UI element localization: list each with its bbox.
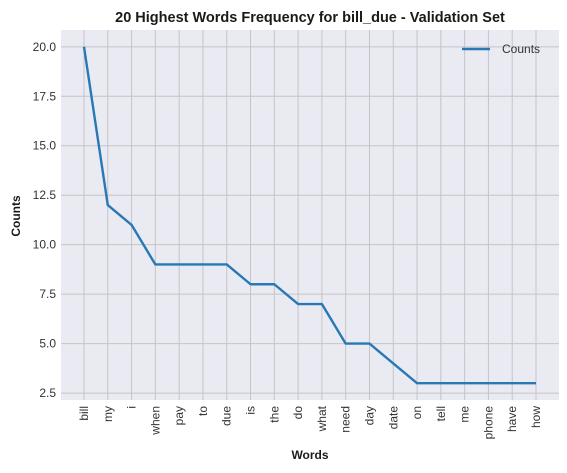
x-axis-ticks: bill my i when pay to due is the do what need day dat… [77,405,543,439]
x-tick-label: to [196,406,210,416]
plot-area [61,30,559,400]
y-axis-ticks: 2.5 5.0 7.5 10.0 12.5 15.0 17.5 20.0 [33,40,57,400]
x-tick-label: phone [481,406,495,440]
x-tick-label: need [339,406,353,433]
series-layer [82,46,537,385]
grid-lines [61,30,559,400]
x-tick-label: tell [434,406,448,421]
y-tick-label: 17.5 [33,89,57,103]
y-tick-label: 20.0 [33,40,57,54]
x-tick-label: have [505,406,519,432]
y-axis-label: Counts [9,195,23,237]
x-tick-label: what [315,405,329,432]
x-tick-label: due [220,406,234,426]
x-tick-label: when [148,406,162,436]
y-tick-label: 5.0 [39,337,56,351]
x-tick-label: date [386,406,400,430]
legend-label: Counts [502,42,540,56]
x-tick-label: pay [172,406,186,425]
x-tick-label: how [529,406,543,428]
x-tick-label: is [244,406,258,415]
x-axis-label: Words [291,448,328,462]
y-tick-label: 2.5 [39,386,56,400]
x-tick-label: i [125,406,139,409]
x-tick-label: do [291,406,305,420]
y-tick-label: 7.5 [39,287,56,301]
x-tick-label: the [267,406,281,423]
y-tick-label: 10.0 [33,238,57,252]
x-tick-label: bill [77,406,91,421]
series-line [82,46,536,385]
legend: Counts [462,42,540,56]
x-tick-label: on [410,406,424,419]
x-tick-label: day [362,406,376,425]
x-tick-label: me [458,406,472,423]
x-tick-label: my [101,406,115,422]
y-tick-label: 12.5 [33,188,57,202]
y-tick-label: 15.0 [33,139,57,153]
chart-title: 20 Highest Words Frequency for bill_due … [115,10,505,26]
